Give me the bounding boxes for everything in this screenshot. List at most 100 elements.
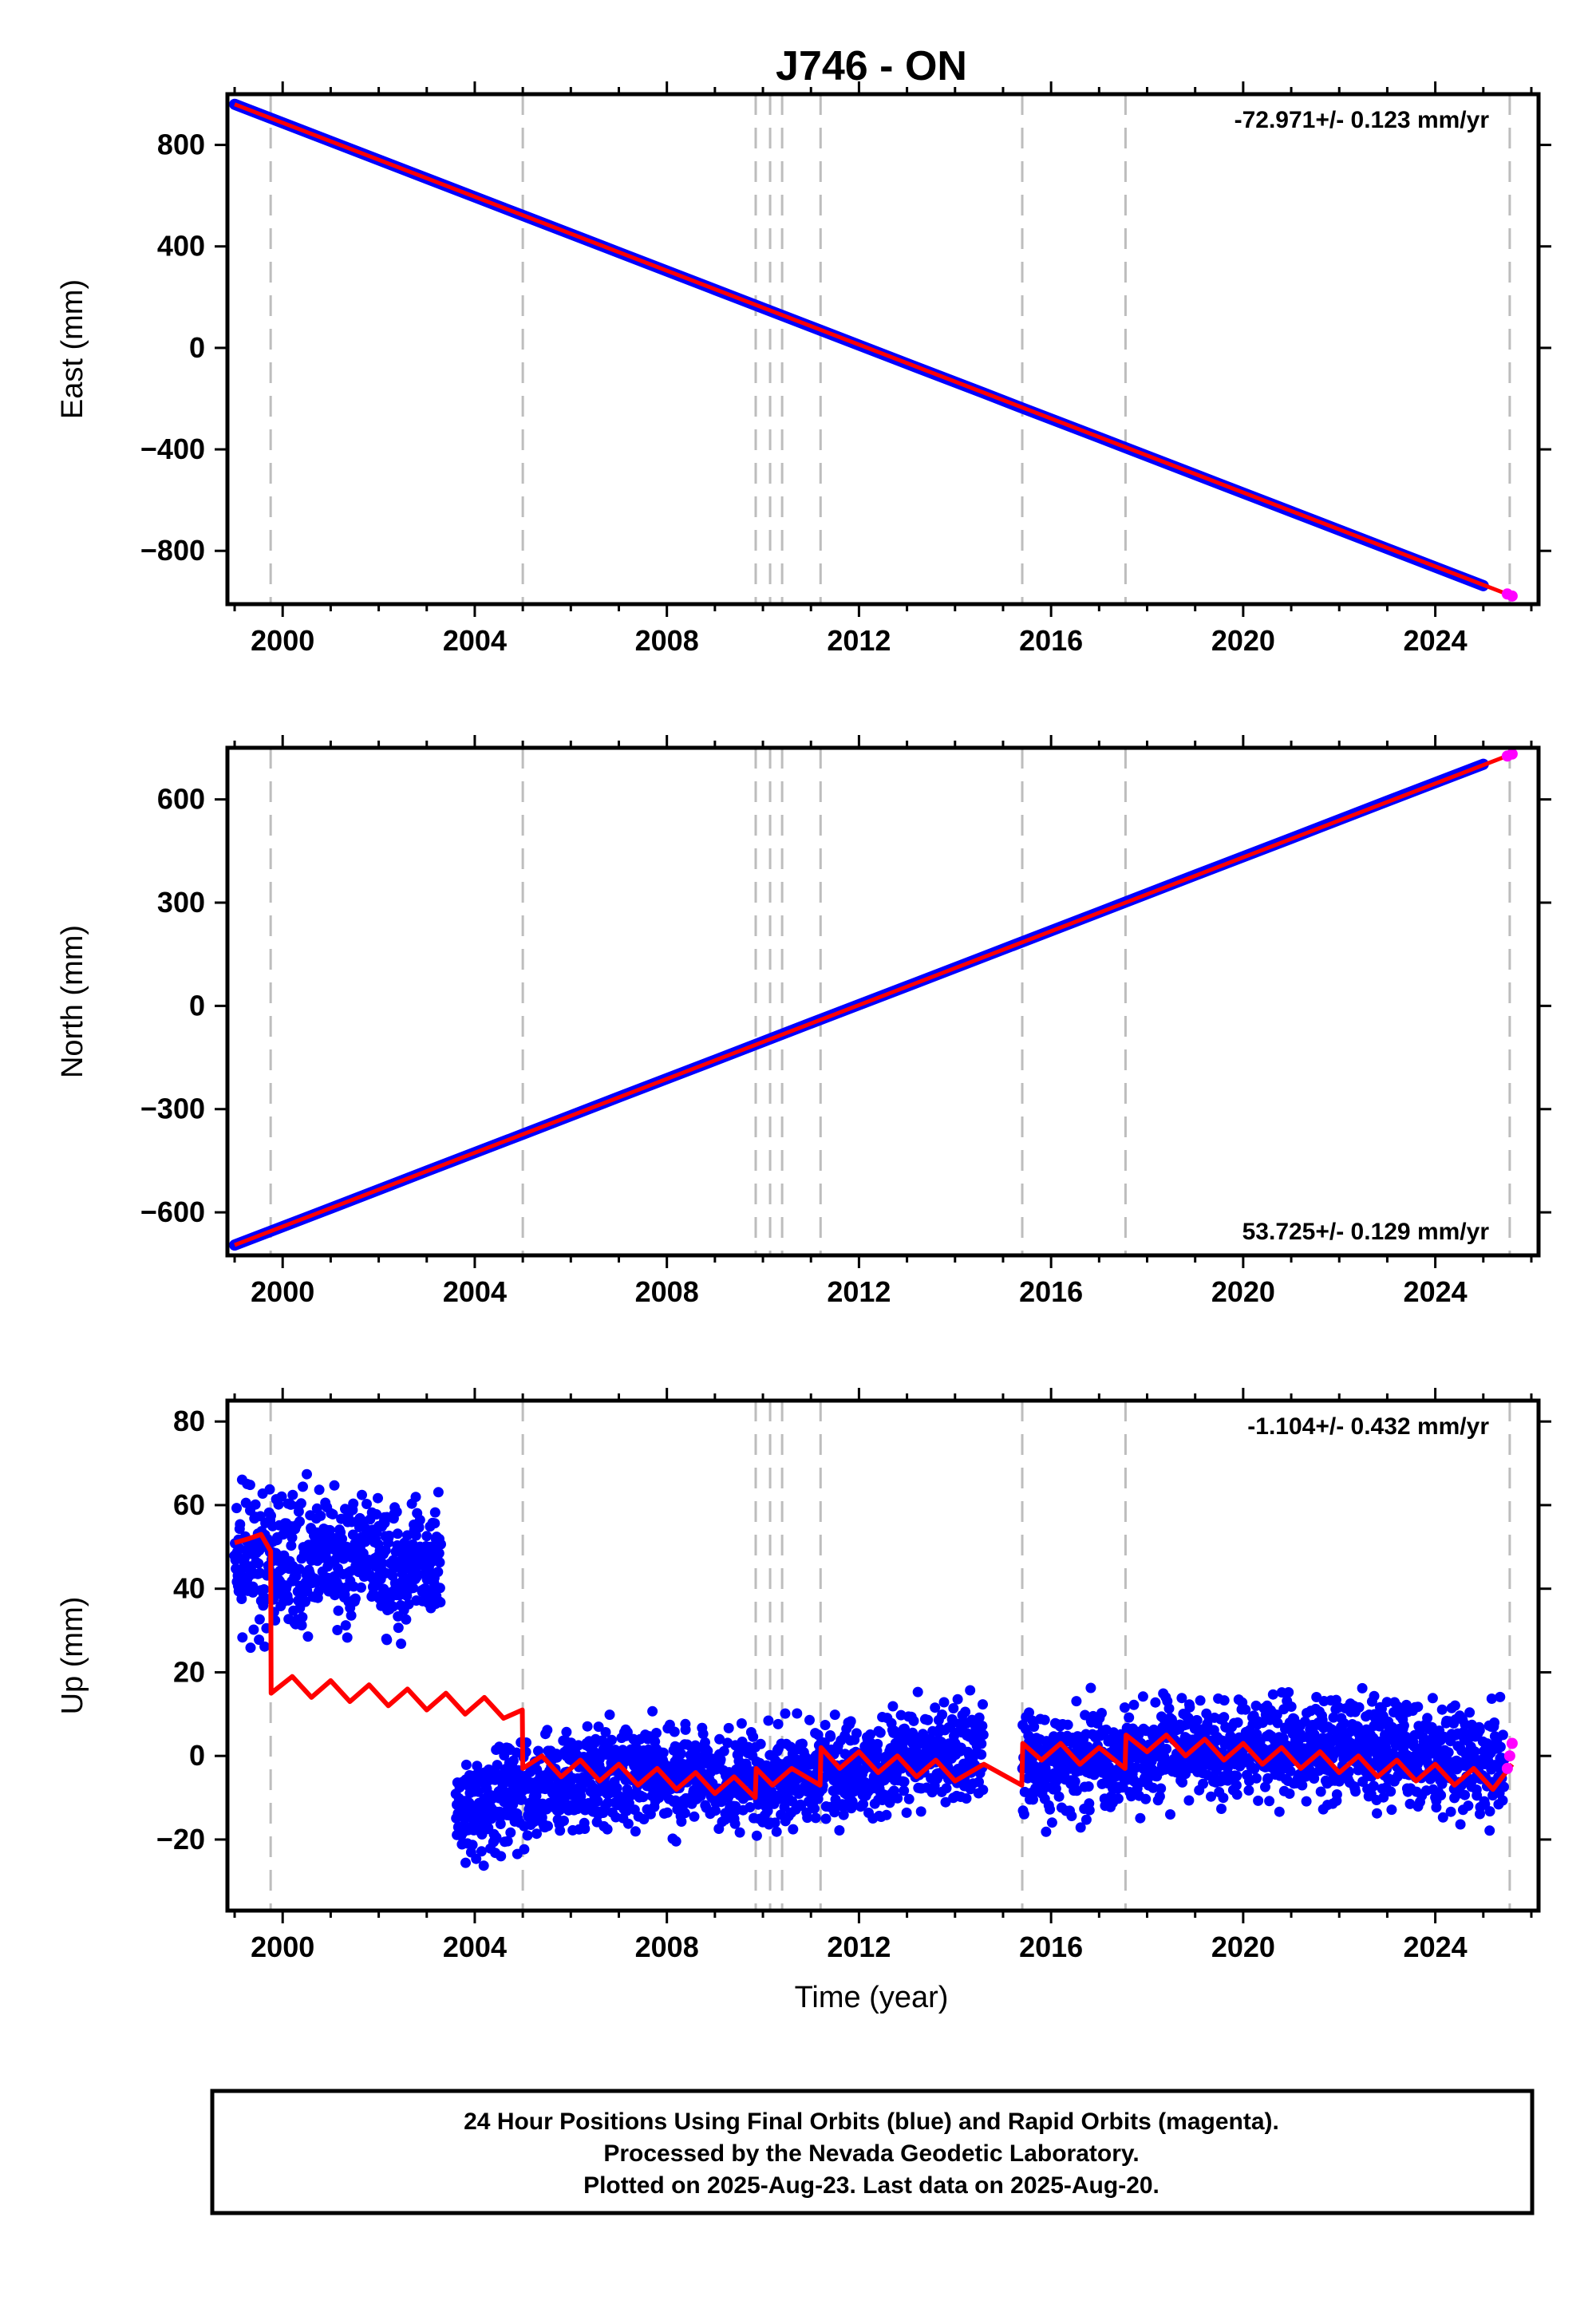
data-point bbox=[1274, 1806, 1285, 1817]
data-point bbox=[1177, 1777, 1188, 1788]
data-point bbox=[239, 1553, 250, 1564]
data-point bbox=[935, 1737, 946, 1748]
data-point bbox=[1489, 1717, 1500, 1728]
data-point bbox=[722, 1737, 733, 1749]
y-tick-label: −600 bbox=[140, 1196, 205, 1228]
final-orbits-series bbox=[229, 1468, 1510, 1871]
data-point bbox=[410, 1492, 421, 1503]
data-point bbox=[1368, 1780, 1379, 1792]
data-point bbox=[1231, 1770, 1242, 1781]
data-point bbox=[748, 1731, 759, 1742]
data-point bbox=[434, 1583, 445, 1594]
data-point bbox=[1045, 1804, 1056, 1815]
data-point bbox=[1264, 1796, 1275, 1807]
data-point bbox=[519, 1844, 530, 1855]
data-layer bbox=[229, 748, 1518, 1251]
data-point bbox=[670, 1836, 681, 1847]
data-point bbox=[1161, 1744, 1172, 1754]
plot-frame bbox=[225, 92, 1541, 607]
data-point bbox=[1378, 1792, 1389, 1803]
x-tick-label: 2000 bbox=[251, 624, 314, 657]
data-point bbox=[296, 1620, 307, 1630]
data-point bbox=[718, 1745, 729, 1757]
data-point bbox=[1039, 1714, 1050, 1725]
data-point bbox=[266, 1510, 276, 1521]
plot-frame bbox=[225, 1398, 1541, 1913]
data-point bbox=[838, 1809, 849, 1820]
data-point bbox=[606, 1734, 617, 1745]
data-point bbox=[915, 1806, 926, 1817]
data-point bbox=[1437, 1812, 1448, 1823]
data-point bbox=[976, 1738, 987, 1749]
data-point bbox=[679, 1808, 690, 1819]
data-point bbox=[1331, 1789, 1342, 1800]
data-point bbox=[248, 1624, 259, 1635]
data-point bbox=[1436, 1778, 1448, 1789]
data-point bbox=[1040, 1763, 1051, 1774]
data-point bbox=[779, 1801, 790, 1812]
data-point bbox=[1084, 1804, 1095, 1816]
data-point bbox=[1455, 1819, 1466, 1830]
footer-line-2: Processed by the Nevada Geodetic Laborat… bbox=[603, 2140, 1139, 2167]
data-point bbox=[235, 1519, 246, 1530]
model-fit-line bbox=[234, 102, 1513, 599]
y-tick-label: 40 bbox=[173, 1572, 205, 1605]
data-point bbox=[579, 1824, 591, 1834]
data-point bbox=[829, 1709, 840, 1721]
data-point bbox=[875, 1727, 886, 1738]
data-point bbox=[1156, 1783, 1167, 1794]
y-tick-label: 20 bbox=[173, 1655, 205, 1688]
data-point bbox=[1484, 1825, 1495, 1836]
data-point bbox=[559, 1816, 569, 1826]
footer-box: 24 Hour Positions Using Final Orbits (bl… bbox=[210, 2089, 1535, 2215]
rate-label: -1.104+/- 0.432 mm/yr bbox=[1247, 1413, 1489, 1440]
data-point bbox=[630, 1826, 641, 1837]
data-point bbox=[1369, 1690, 1380, 1701]
data-point bbox=[892, 1792, 903, 1804]
data-point bbox=[543, 1820, 553, 1832]
data-point bbox=[1495, 1691, 1506, 1702]
data-point bbox=[295, 1498, 306, 1509]
data-point bbox=[647, 1705, 658, 1717]
x-tick-label: 2008 bbox=[635, 1275, 699, 1308]
y-tick-label: 400 bbox=[157, 230, 205, 263]
y-axis-label: North (mm) bbox=[56, 925, 89, 1078]
data-point bbox=[337, 1533, 348, 1544]
data-point bbox=[611, 1782, 622, 1793]
data-point bbox=[236, 1594, 247, 1604]
data-point bbox=[293, 1506, 304, 1517]
x-tick-label: 2004 bbox=[443, 1275, 507, 1308]
data-point bbox=[259, 1584, 270, 1595]
data-point bbox=[710, 1805, 721, 1816]
data-point bbox=[346, 1610, 357, 1621]
data-point bbox=[1135, 1812, 1146, 1824]
data-point bbox=[1381, 1742, 1392, 1753]
data-point bbox=[1232, 1717, 1243, 1728]
data-point bbox=[847, 1796, 858, 1808]
data-point bbox=[697, 1729, 709, 1740]
data-point bbox=[492, 1760, 503, 1771]
data-point bbox=[403, 1599, 414, 1610]
data-point bbox=[1427, 1693, 1438, 1704]
data-point bbox=[348, 1498, 359, 1509]
data-point bbox=[1243, 1784, 1254, 1796]
y-tick-label: 300 bbox=[157, 886, 205, 919]
data-point bbox=[1497, 1795, 1508, 1806]
data-point bbox=[978, 1729, 989, 1741]
data-point bbox=[1422, 1713, 1433, 1724]
data-point bbox=[1469, 1746, 1480, 1757]
data-point bbox=[1112, 1793, 1124, 1804]
data-point bbox=[297, 1611, 308, 1622]
data-point bbox=[715, 1754, 726, 1765]
chart-title: J746 - ON bbox=[776, 43, 967, 89]
data-point bbox=[1297, 1780, 1308, 1791]
data-point bbox=[1219, 1712, 1230, 1723]
data-point bbox=[1148, 1782, 1159, 1793]
data-point bbox=[887, 1701, 899, 1712]
y-tick-label: 80 bbox=[173, 1405, 205, 1437]
data-point bbox=[531, 1828, 542, 1840]
data-point bbox=[1053, 1791, 1065, 1802]
data-point bbox=[745, 1802, 756, 1812]
data-point bbox=[254, 1634, 265, 1646]
data-point bbox=[393, 1622, 404, 1634]
